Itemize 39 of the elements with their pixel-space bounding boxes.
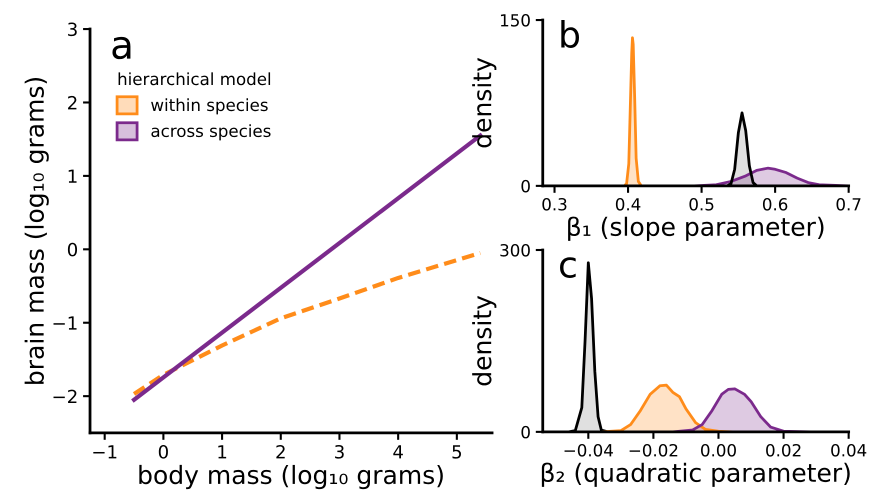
y-tick-label: 3	[68, 22, 77, 36]
annotation: c	[560, 257, 576, 278]
x-tick-label: 4	[393, 445, 403, 458]
x-tick-label: 0.4	[616, 198, 640, 211]
x-tick-label: 0.3	[542, 198, 566, 211]
x-tick-label: 0.04	[831, 444, 866, 457]
y-tick-label: −1	[54, 316, 77, 330]
y-tick-label: −2	[54, 390, 76, 404]
x-tick-label: 0.7	[836, 198, 860, 211]
x-tick-label: 1	[218, 445, 226, 458]
x-tick-label: −0.02	[630, 444, 678, 457]
x-tick-label: 2	[276, 444, 285, 458]
x-axis-title: β₂ (quadratic parameter)	[542, 462, 850, 487]
y-tick-label: 150	[500, 14, 530, 27]
x-tick-label: 0.6	[762, 198, 788, 211]
legend-label: within species	[151, 98, 268, 114]
x-tick-label: 5	[452, 445, 462, 459]
x-tick-label: −1	[93, 445, 116, 458]
y-tick-label: 300	[500, 244, 530, 257]
annotation: b	[561, 20, 579, 48]
x-tick-label: 0.5	[689, 198, 714, 211]
x-axis-title: β₁ (slope parameter)	[568, 216, 824, 241]
y-axis-title: density	[472, 58, 496, 148]
y-axis-title: brain mass (log₁₀ grams)	[24, 78, 49, 384]
y-tick-label: 0	[68, 242, 78, 256]
x-tick-label: 3	[335, 444, 344, 459]
y-tick-label: 0	[521, 426, 530, 438]
y-axis-title: density	[472, 296, 496, 386]
x-tick-label: 0.00	[701, 444, 736, 457]
x-tick-label: 0.02	[766, 444, 800, 457]
legend-title: hierarchical model	[118, 72, 270, 86]
x-axis-title: body mass (log₁₀ grams)	[139, 464, 443, 490]
y-tick-label: 1	[68, 170, 77, 183]
x-tick-label: −0.04	[564, 444, 613, 457]
y-tick-label: 0	[521, 180, 530, 192]
legend-label: across species	[151, 124, 271, 140]
annotation: a	[112, 36, 130, 60]
y-tick-label: 2	[68, 96, 76, 110]
x-tick-label: 0	[158, 444, 168, 459]
